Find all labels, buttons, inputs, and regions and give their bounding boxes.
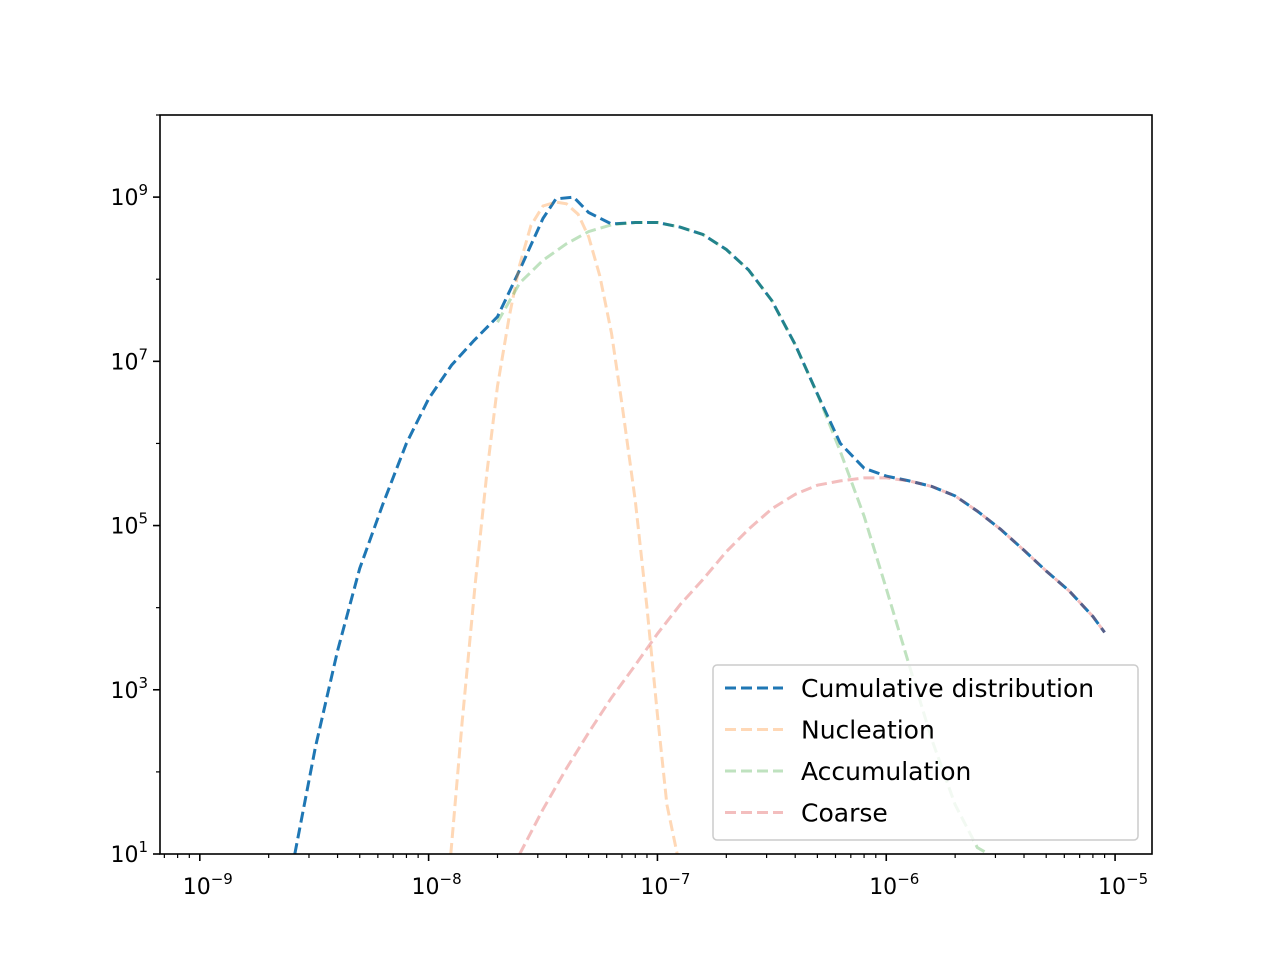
x-tick-label: 10−7 <box>640 870 690 900</box>
y-tick-label: 107 <box>110 345 148 375</box>
x-tick-label: 10−9 <box>183 870 233 900</box>
legend-label: Coarse <box>801 799 888 828</box>
legend: Cumulative distribution Nucleation Accumul… <box>712 664 1139 841</box>
legend-label: Cumulative distribution <box>801 674 1094 703</box>
legend-label: Accumulation <box>801 757 971 786</box>
plot-frame <box>159 114 1153 855</box>
x-axis: 10−9 10−8 10−7 10−6 10−5 <box>163 854 1148 900</box>
y-axis: 101 103 105 107 109 <box>110 114 160 868</box>
y-tick-label: 109 <box>110 181 148 211</box>
y-tick-label: 101 <box>110 838 148 868</box>
legend-label: Nucleation <box>801 716 935 745</box>
x-tick-label: 10−6 <box>869 870 919 900</box>
series-line-coarse <box>518 476 1106 854</box>
x-tick-label: 10−5 <box>1098 870 1148 900</box>
y-tick-label: 103 <box>110 674 148 704</box>
legend-box <box>712 664 1139 841</box>
y-tick-label: 105 <box>110 510 148 540</box>
x-tick-label: 10−8 <box>412 870 462 900</box>
series-line-nucleation <box>449 200 679 854</box>
series-line-cumulative-distribution <box>293 195 1106 854</box>
